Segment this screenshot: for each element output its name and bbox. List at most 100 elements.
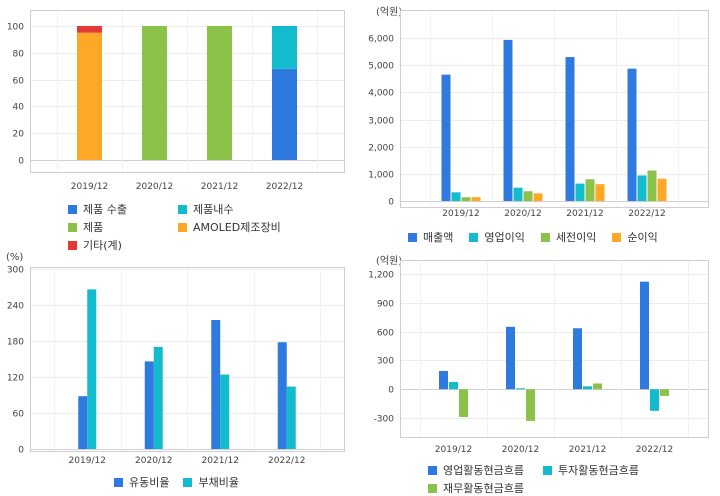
x-tick-label: 2022/12 [266,182,303,192]
x-tick-label: 2022/12 [628,209,665,219]
bar [593,383,602,390]
bar [585,179,595,201]
legend-item: 세전이익 [540,229,597,245]
y-tick-label: 240 [7,302,24,312]
bar [503,39,513,201]
bar [516,388,525,390]
legend-label: 영업활동현금흐름 [443,464,524,477]
legend-label: 기타(계) [83,239,122,252]
legend-item: 영업이익 [469,229,525,245]
bar [637,175,647,201]
legend-label: 투자활동현금흐름 [558,464,639,477]
x-tick-label: 2019/12 [442,209,479,219]
legend-label: 재무활동현금흐름 [443,482,524,495]
y-tick-label: 300 [377,357,394,367]
y-tick-label: -300 [374,415,395,425]
y-tick-label: 6,000 [368,35,394,45]
x-tick-label: 2020/12 [136,182,173,192]
y-tick-label: 0 [388,198,394,208]
x-tick-label: 2022/12 [268,456,305,466]
bar [77,32,102,161]
y-tick-label: 80 [13,50,25,60]
bar [144,361,154,449]
legend-label: 세전이익 [555,231,597,244]
bar [142,26,167,160]
legend-ratio: 유동비율 부채비율 [114,474,239,490]
legend-label: 매출액 [423,231,454,244]
bar [471,197,481,201]
chart-cashflow: -300 0 300 600 900 1,200 2019/12 2020/12 2021/12… [368,260,709,455]
bar [657,178,667,201]
bar [459,389,468,418]
bar [272,68,297,160]
y-tick-label: 900 [377,300,394,310]
legend-label: 제품 수출 [83,203,127,216]
legend-swatch [428,483,437,493]
legend-item: 부채비율 [183,474,239,490]
bar [211,320,221,449]
y-tick-label: 1,000 [368,171,394,181]
y-tick-label: 0 [18,157,24,167]
x-tick-label: 2021/12 [201,182,238,192]
legend-swatch [183,477,193,487]
chart-product-mix: 0 20 40 60 80 100 2019/12 2020/12 2021/12 2022/12 [7,10,345,192]
legend-item: 영업활동현금흐름 [428,462,543,478]
x-tick-label: 2020/12 [135,456,172,466]
legend-label: 제품내수 [193,203,234,216]
legend-swatch [428,465,437,475]
bar [573,328,582,390]
bar [87,289,97,449]
y-tick-label: 0 [18,446,24,456]
bar [526,389,535,421]
legend-item: 제품 수출 [68,201,178,217]
bar [533,193,543,201]
chart-income: 0 1,000 2,000 3,000 4,000 5,000 6,000 2019/12 20… [368,10,709,219]
legend-swatch [469,232,479,242]
legend-label: 제품 [83,221,104,234]
legend-label: 부채비율 [198,476,239,489]
y-tick-label: 4,000 [368,89,394,99]
legend-swatch [408,232,417,242]
legend-item: 매출액 [408,229,453,245]
legend-item: 투자활동현금흐름 [543,462,663,478]
y-tick-label: 0 [388,386,394,396]
legend-swatch [114,477,123,487]
legend-swatch [68,240,77,250]
bar [77,26,102,33]
x-tick-label: 2021/12 [202,456,239,466]
bar [439,370,448,390]
legend-item: 순이익 [612,229,658,245]
legend-item: 재무활동현금흐름 [428,480,543,496]
legend-swatch [68,222,77,232]
legend-swatch [68,204,77,214]
y-tick-label: 300 [7,266,24,276]
bar [647,170,657,201]
bar [506,326,515,390]
unit-label-ratio: (%) [6,252,24,263]
legend-label: 유동비율 [129,476,170,489]
bar [78,396,88,449]
legend-item: 기타(계) [68,237,178,253]
bar [640,281,649,390]
y-tick-label: 1,200 [368,271,394,281]
bar [523,191,533,201]
x-tick-label: 2020/12 [502,445,539,455]
bar [207,26,232,160]
y-tick-label: 20 [13,130,25,140]
legend-swatch [178,222,187,232]
y-tick-label: 2,000 [368,144,394,154]
legend-income: 매출액 영업이익 세전이익 순이익 [408,229,658,245]
bar [441,74,451,201]
bar [286,386,296,449]
legend-label: 순이익 [627,231,658,244]
y-tick-label: 60 [13,77,25,87]
x-tick-label: 2019/12 [435,445,472,455]
bar [153,347,163,449]
x-tick-label: 2019/12 [69,456,106,466]
x-tick-label: 2021/12 [569,445,606,455]
bar [660,389,669,396]
legend-label: AMOLED제조장비 [193,221,281,234]
bar [451,192,461,201]
unit-label-cashflow: (억원) [376,256,403,267]
